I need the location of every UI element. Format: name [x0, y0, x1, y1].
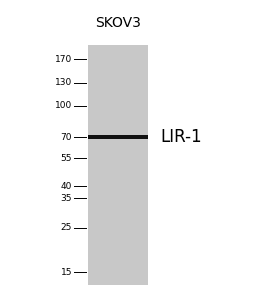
Bar [88, 45, 148, 285]
Text: 15: 15 [60, 268, 72, 277]
Text: 55: 55 [60, 154, 72, 163]
Text: 70: 70 [60, 133, 72, 142]
Text: 25: 25 [61, 223, 72, 232]
Bar [88, 135, 148, 140]
Text: SKOV3: SKOV3 [95, 16, 141, 30]
Text: 170: 170 [55, 55, 72, 64]
Text: 130: 130 [55, 78, 72, 87]
Text: 35: 35 [60, 194, 72, 202]
Text: 100: 100 [55, 101, 72, 110]
Text: LIR-1: LIR-1 [160, 128, 202, 146]
Text: 40: 40 [61, 182, 72, 191]
